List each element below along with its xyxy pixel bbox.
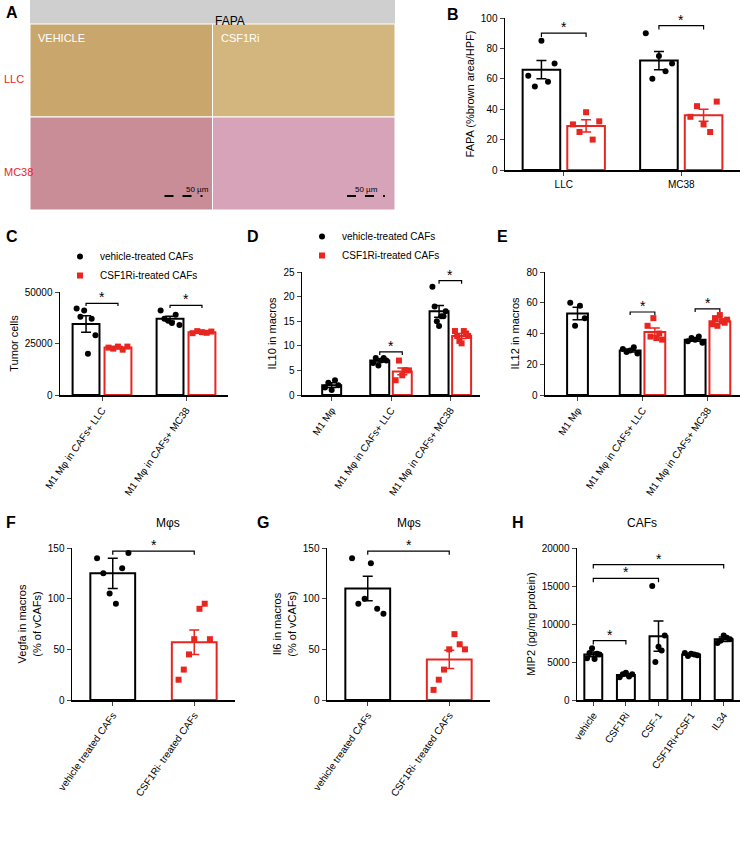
svg-text:Vegfa in macros(% of vCAFs): Vegfa in macros(% of vCAFs) xyxy=(16,584,42,663)
svg-text:G: G xyxy=(257,514,269,531)
svg-text:*: * xyxy=(678,12,684,28)
svg-text:*: * xyxy=(623,564,629,580)
svg-text:0: 0 xyxy=(532,390,538,401)
svg-text:A: A xyxy=(6,4,18,21)
svg-text:B: B xyxy=(447,6,459,23)
svg-text:0: 0 xyxy=(314,695,320,706)
svg-text:vehicle-treated CAFs: vehicle-treated CAFs xyxy=(342,231,435,242)
svg-text:CSF1Ri-treated CAFs: CSF1Ri-treated CAFs xyxy=(342,250,439,261)
svg-text:IL10 in macros: IL10 in macros xyxy=(266,297,278,370)
svg-text:M1 Mφ in CAFs+ LLC: M1 Mφ in CAFs+ LLC xyxy=(584,405,649,491)
svg-text:*: * xyxy=(151,537,157,553)
svg-text:vehicle-treated CAFs: vehicle-treated CAFs xyxy=(100,251,193,262)
svg-text:vehicle treated CAFs: vehicle treated CAFs xyxy=(56,710,118,792)
svg-text:CSF-1: CSF-1 xyxy=(639,710,665,740)
svg-text:0: 0 xyxy=(289,390,295,401)
svg-text:40: 40 xyxy=(486,104,498,115)
svg-text:80: 80 xyxy=(526,267,538,278)
svg-text:40: 40 xyxy=(526,328,538,339)
svg-text:150: 150 xyxy=(303,543,320,554)
svg-text:vehicle: vehicle xyxy=(572,710,599,742)
svg-text:VEHICLE: VEHICLE xyxy=(38,32,85,44)
svg-text:80: 80 xyxy=(486,43,498,54)
svg-text:CSF1Ri: CSF1Ri xyxy=(221,32,260,44)
svg-text:100: 100 xyxy=(48,593,65,604)
svg-text:IL34: IL34 xyxy=(709,710,729,733)
svg-text:15: 15 xyxy=(283,316,295,327)
svg-text:CSF1Ri-treated CAFs: CSF1Ri-treated CAFs xyxy=(100,270,197,281)
svg-text:Tumor cells: Tumor cells xyxy=(8,315,20,372)
svg-text:25: 25 xyxy=(283,267,295,278)
svg-text:0: 0 xyxy=(492,165,498,176)
svg-text:CSF1Ri- treated CAFs: CSF1Ri- treated CAFs xyxy=(134,710,200,798)
svg-text:*: * xyxy=(607,627,613,643)
svg-text:*: * xyxy=(183,291,189,307)
svg-text:20: 20 xyxy=(486,134,498,145)
svg-text:Mφs: Mφs xyxy=(397,516,421,530)
svg-text:*: * xyxy=(99,289,105,305)
svg-text:FAPA (%brown area/HPF): FAPA (%brown area/HPF) xyxy=(464,31,476,158)
svg-text:H: H xyxy=(512,514,524,531)
svg-text:50 µm: 50 µm xyxy=(355,185,378,194)
svg-text:CSF1Ri: CSF1Ri xyxy=(603,710,632,745)
svg-text:0: 0 xyxy=(564,695,570,706)
svg-text:20: 20 xyxy=(526,359,538,370)
svg-text:M1 Mφ in CAFs+ MC38: M1 Mφ in CAFs+ MC38 xyxy=(387,405,457,498)
svg-text:150: 150 xyxy=(48,543,65,554)
svg-text:CAFs: CAFs xyxy=(627,516,657,530)
svg-text:Il6 in macros(% of vCAFs): Il6 in macros(% of vCAFs) xyxy=(271,591,297,656)
svg-text:M1 Mφ in CAFs+ LLC: M1 Mφ in CAFs+ LLC xyxy=(332,405,397,491)
svg-text:*: * xyxy=(561,19,567,35)
svg-text:*: * xyxy=(656,551,662,567)
svg-text:D: D xyxy=(247,228,259,245)
svg-text:0: 0 xyxy=(59,695,65,706)
svg-text:F: F xyxy=(6,514,16,531)
svg-text:C: C xyxy=(6,228,18,245)
svg-text:*: * xyxy=(705,295,711,311)
svg-text:CSF1Ri+CSF1: CSF1Ri+CSF1 xyxy=(650,710,697,771)
svg-text:*: * xyxy=(406,537,412,553)
svg-text:MC38: MC38 xyxy=(4,166,33,178)
svg-text:25000: 25000 xyxy=(25,338,53,349)
svg-text:vehicle treated CAFs: vehicle treated CAFs xyxy=(311,710,373,792)
svg-text:10000: 10000 xyxy=(542,619,570,630)
svg-text:20: 20 xyxy=(283,291,295,302)
svg-text:CSF1Ri- treated CAFs: CSF1Ri- treated CAFs xyxy=(389,710,455,798)
svg-text:5: 5 xyxy=(289,365,295,376)
svg-text:Mφs: Mφs xyxy=(156,516,180,530)
svg-text:LLC: LLC xyxy=(4,73,24,85)
svg-text:MC38: MC38 xyxy=(668,179,695,190)
svg-text:M1 Mφ: M1 Mφ xyxy=(556,405,583,438)
svg-text:10: 10 xyxy=(283,340,295,351)
svg-text:*: * xyxy=(447,267,453,283)
svg-text:0: 0 xyxy=(47,390,53,401)
svg-text:60: 60 xyxy=(526,297,538,308)
svg-text:15000: 15000 xyxy=(542,581,570,592)
svg-text:M1 Mφ in CAFs+ LLC: M1 Mφ in CAFs+ LLC xyxy=(43,405,108,491)
svg-text:50000: 50000 xyxy=(25,287,53,298)
svg-text:60: 60 xyxy=(486,73,498,84)
svg-text:*: * xyxy=(388,338,394,354)
svg-text:MIP2 (pg/mg protein): MIP2 (pg/mg protein) xyxy=(525,572,537,675)
svg-text:FAPA: FAPA xyxy=(215,14,245,28)
svg-text:E: E xyxy=(497,228,508,245)
svg-text:50: 50 xyxy=(53,644,65,655)
svg-text:100: 100 xyxy=(481,13,498,24)
svg-text:M1 Mφ in CAFs+ MC38: M1 Mφ in CAFs+ MC38 xyxy=(122,405,192,498)
svg-text:M1 Mφ: M1 Mφ xyxy=(310,405,337,438)
svg-text:20000: 20000 xyxy=(542,543,570,554)
svg-text:50 µm: 50 µm xyxy=(186,185,209,194)
svg-text:50: 50 xyxy=(308,644,320,655)
svg-text:LLC: LLC xyxy=(555,179,573,190)
svg-text:IL12 in macros: IL12 in macros xyxy=(509,297,521,370)
svg-text:*: * xyxy=(640,298,646,314)
svg-text:5000: 5000 xyxy=(547,657,570,668)
svg-text:M1 Mφ in CAFs+ MC38: M1 Mφ in CAFs+ MC38 xyxy=(644,405,714,498)
svg-text:100: 100 xyxy=(303,593,320,604)
